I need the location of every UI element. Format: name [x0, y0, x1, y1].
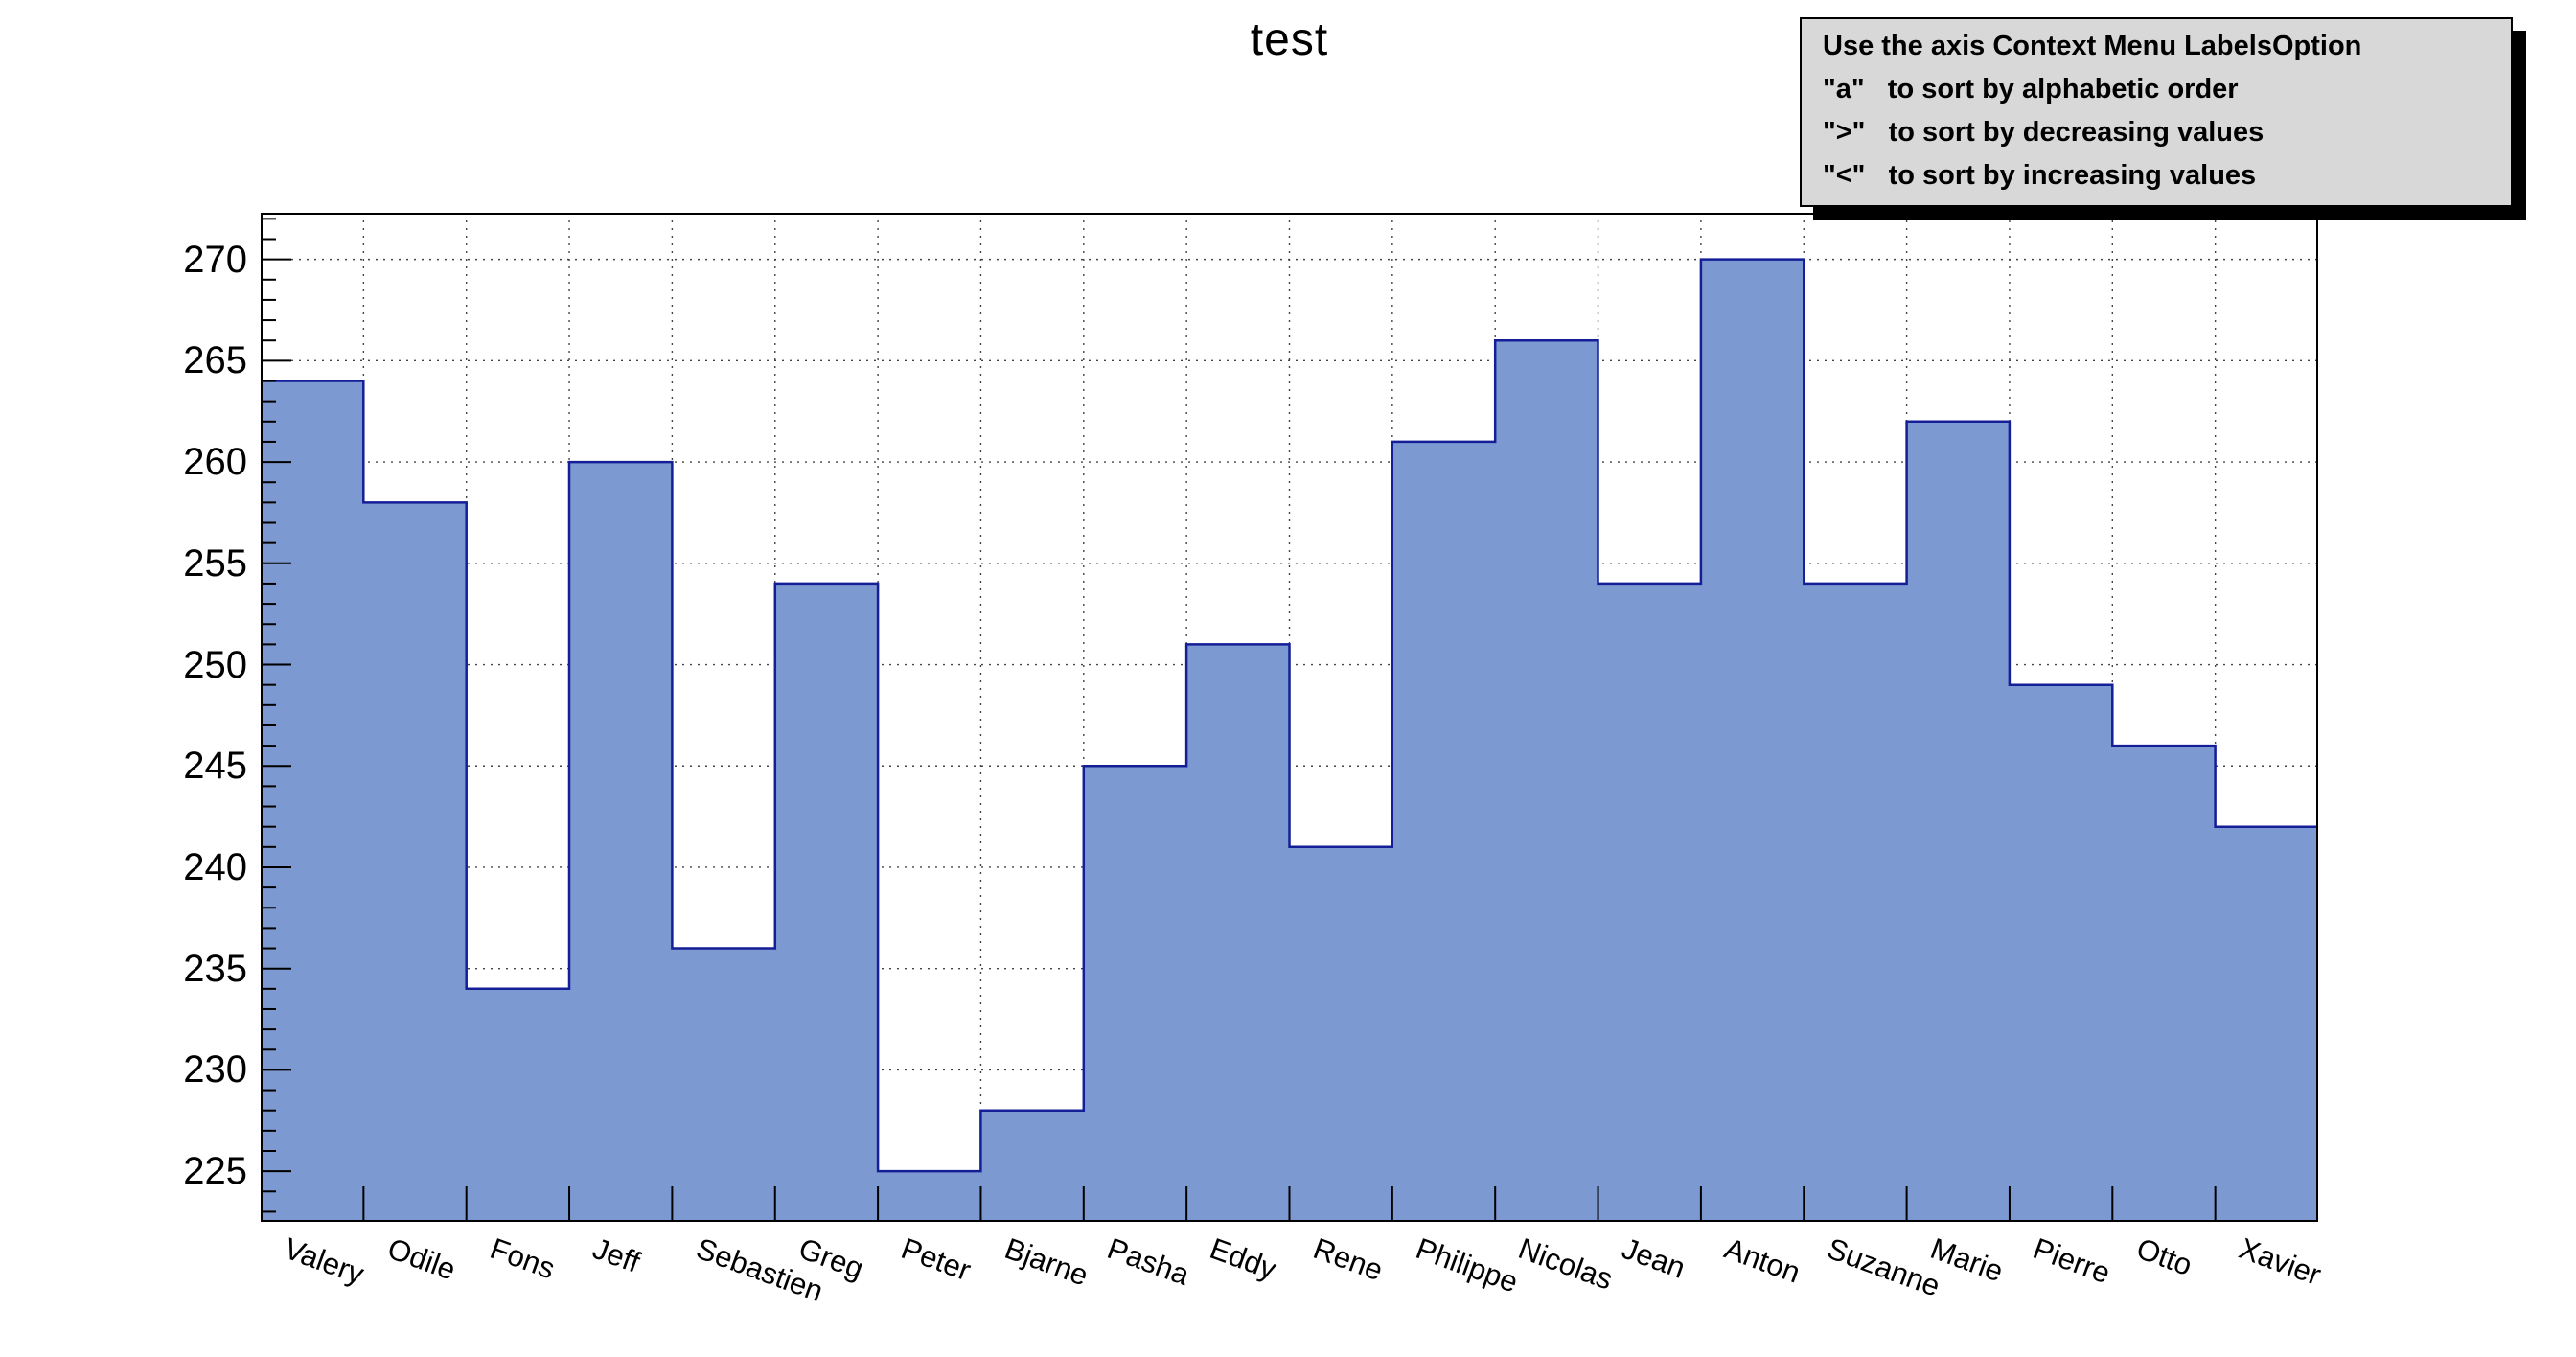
y-tick-label[interactable]: 245	[183, 745, 247, 788]
y-tick-label[interactable]: 270	[183, 238, 247, 281]
y-tick-label[interactable]: 260	[183, 441, 247, 484]
x-tick-label[interactable]: Nicolas	[1514, 1231, 1618, 1297]
x-tick-label[interactable]: Anton	[1720, 1231, 1806, 1290]
frame-border	[261, 213, 2318, 1222]
chart-title: test	[1250, 14, 1329, 65]
pave-line: Use the axis Context Menu LabelsOption	[1823, 31, 2362, 61]
x-tick-label[interactable]: Xavier	[2234, 1231, 2326, 1292]
x-tick-label[interactable]: Jean	[1617, 1231, 1690, 1285]
x-tick-label[interactable]: Otto	[2131, 1231, 2196, 1282]
x-tick-label[interactable]: Valery	[280, 1231, 369, 1292]
x-tick-label[interactable]: Jeff	[588, 1231, 645, 1279]
pave-line: "<" to sort by increasing values	[1823, 160, 2257, 191]
x-tick-label[interactable]: Philippe	[1412, 1231, 1523, 1300]
x-tick-label[interactable]: Eddy	[1206, 1231, 1281, 1287]
plot-area[interactable]	[259, 213, 2320, 1224]
y-tick-label[interactable]: 250	[183, 643, 247, 686]
pave-line: "a" to sort by alphabetic order	[1823, 74, 2239, 104]
y-tick-label[interactable]: 235	[183, 947, 247, 990]
x-tick-label[interactable]: Rene	[1308, 1231, 1388, 1288]
y-tick-label[interactable]: 255	[183, 541, 247, 585]
labels-option-pave: Use the axis Context Menu LabelsOption "…	[1800, 17, 2513, 207]
y-tick-label[interactable]: 240	[183, 845, 247, 888]
x-tick-label[interactable]: Odile	[382, 1231, 460, 1287]
y-tick-label[interactable]: 265	[183, 339, 247, 382]
x-tick-label[interactable]: Fons	[485, 1231, 560, 1286]
y-tick-label[interactable]: 230	[183, 1048, 247, 1092]
x-tick-label[interactable]: Pierre	[2029, 1231, 2115, 1291]
x-tick-label[interactable]: Peter	[897, 1231, 976, 1288]
x-tick-label[interactable]: Bjarne	[1000, 1231, 1092, 1293]
pave-line: ">" to sort by decreasing values	[1823, 117, 2265, 148]
y-tick-label[interactable]: 225	[183, 1150, 247, 1193]
plot-frame	[259, 213, 2320, 1224]
histogram-bars[interactable]	[259, 258, 2320, 1224]
x-tick-label[interactable]: Pasha	[1103, 1231, 1194, 1292]
x-tick-label[interactable]: Suzanne	[1823, 1231, 1945, 1303]
